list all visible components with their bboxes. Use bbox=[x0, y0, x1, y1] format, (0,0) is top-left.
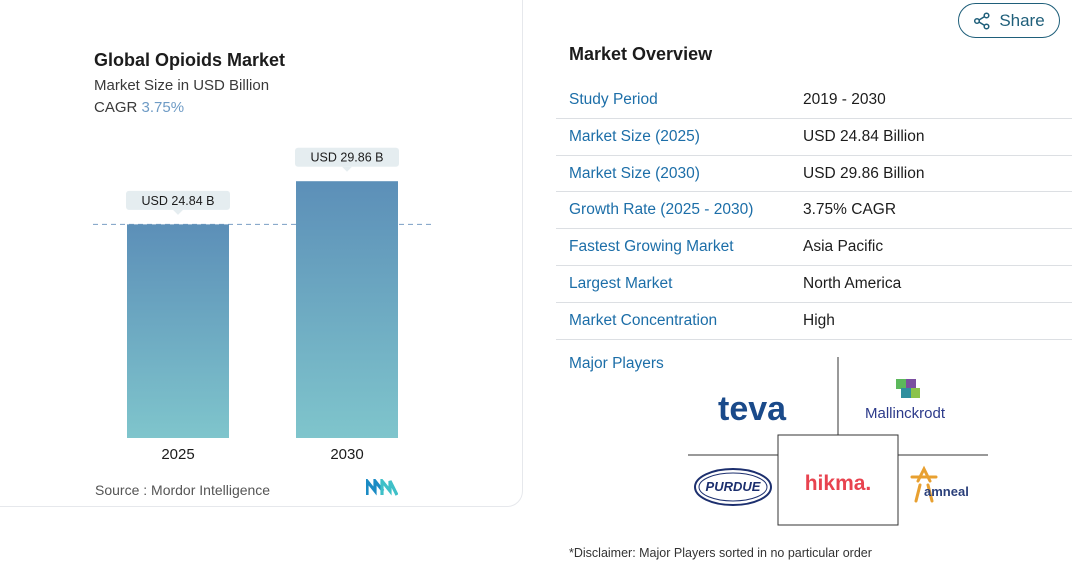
overview-label: Market Size (2025) bbox=[569, 127, 700, 145]
chart-title: Global Opioids Market bbox=[94, 50, 286, 70]
teva-logo: teva bbox=[718, 390, 787, 428]
overview-label: Market Size (2030) bbox=[569, 164, 700, 182]
overview-table: Study Period 2019 - 2030 Market Size (20… bbox=[556, 82, 1072, 340]
overview-value: North America bbox=[803, 274, 902, 292]
callout-box bbox=[126, 190, 230, 210]
mallinckrodt-logo: Mallinckrodt bbox=[865, 379, 946, 422]
overview-row-market-size-2030: Market Size (2030) USD 29.86 Billion bbox=[556, 156, 1072, 193]
overview-row-concentration: Market Concentration High bbox=[556, 303, 1072, 340]
overview-label: Fastest Growing Market bbox=[569, 238, 734, 256]
chart-card bbox=[0, 0, 523, 507]
hikma-logo-text: hikma. bbox=[805, 472, 872, 495]
overview-value: USD 29.86 Billion bbox=[803, 164, 925, 182]
amneal-logo: amneal bbox=[910, 465, 969, 503]
bar-value-label: USD 24.84 B bbox=[142, 194, 215, 208]
overview-value: High bbox=[803, 311, 835, 329]
amneal-logo-text: amneal bbox=[924, 484, 969, 499]
major-players-grid: teva Mallinckrodt PURDUE hikma. amneal bbox=[688, 357, 988, 526]
overview-value: USD 24.84 Billion bbox=[803, 127, 925, 145]
bar-value-label: USD 29.86 B bbox=[311, 151, 384, 165]
overview-row-study-period: Study Period 2019 - 2030 bbox=[556, 82, 1072, 119]
bar-2025 bbox=[127, 224, 229, 438]
chart-subtitle: Market Size in USD Billion bbox=[94, 77, 270, 94]
teva-logo-text: teva bbox=[718, 390, 787, 428]
bar-value-callout: USD 24.84 B bbox=[126, 190, 230, 215]
overview-title: Market Overview bbox=[569, 44, 713, 64]
hikma-logo: hikma. bbox=[805, 472, 872, 495]
purdue-logo: PURDUE bbox=[694, 468, 772, 506]
overview-value: 3.75% CAGR bbox=[803, 201, 897, 219]
share-label: Share bbox=[999, 10, 1045, 30]
mordor-intelligence-logo bbox=[366, 479, 398, 496]
major-players-title: Major Players bbox=[569, 355, 664, 372]
purdue-logo-text: PURDUE bbox=[706, 479, 761, 494]
overview-label: Study Period bbox=[569, 91, 658, 108]
x-tick-label: 2030 bbox=[330, 446, 363, 463]
share-icon bbox=[974, 11, 990, 30]
disclaimer: *Disclaimer: Major Players sorted in no … bbox=[569, 546, 872, 560]
callout-pointer bbox=[173, 209, 183, 215]
overview-row-fastest-growing: Fastest Growing Market Asia Pacific bbox=[556, 229, 1072, 266]
bar-chart: USD 24.84 B 2025 USD 29.86 B 2030 bbox=[93, 147, 433, 463]
cagr-line: CAGR 3.75% bbox=[94, 99, 184, 116]
share-button[interactable]: Share bbox=[958, 3, 1060, 38]
bar-value-callout: USD 29.86 B bbox=[295, 147, 399, 172]
mallinckrodt-logo-text: Mallinckrodt bbox=[865, 405, 946, 422]
overview-label: Market Concentration bbox=[569, 311, 718, 329]
overview-value: Asia Pacific bbox=[803, 238, 884, 256]
bar-2030 bbox=[296, 181, 398, 439]
overview-value: 2019 - 2030 bbox=[803, 91, 886, 108]
overview-row-largest-market: Largest Market North America bbox=[556, 266, 1072, 303]
cagr-value: 3.75% bbox=[141, 99, 185, 116]
overview-row-market-size-2025: Market Size (2025) USD 24.84 Billion bbox=[556, 119, 1072, 156]
cagr-label: CAGR bbox=[94, 99, 138, 116]
overview-label: Largest Market bbox=[569, 274, 673, 292]
callout-pointer bbox=[342, 166, 352, 172]
x-tick-label: 2025 bbox=[161, 446, 194, 463]
source-text: Source : Mordor Intelligence bbox=[95, 482, 271, 498]
callout-box bbox=[295, 147, 399, 167]
overview-label: Growth Rate (2025 - 2030) bbox=[569, 201, 754, 219]
overview-row-growth-rate: Growth Rate (2025 - 2030) 3.75% CAGR bbox=[556, 192, 1072, 230]
